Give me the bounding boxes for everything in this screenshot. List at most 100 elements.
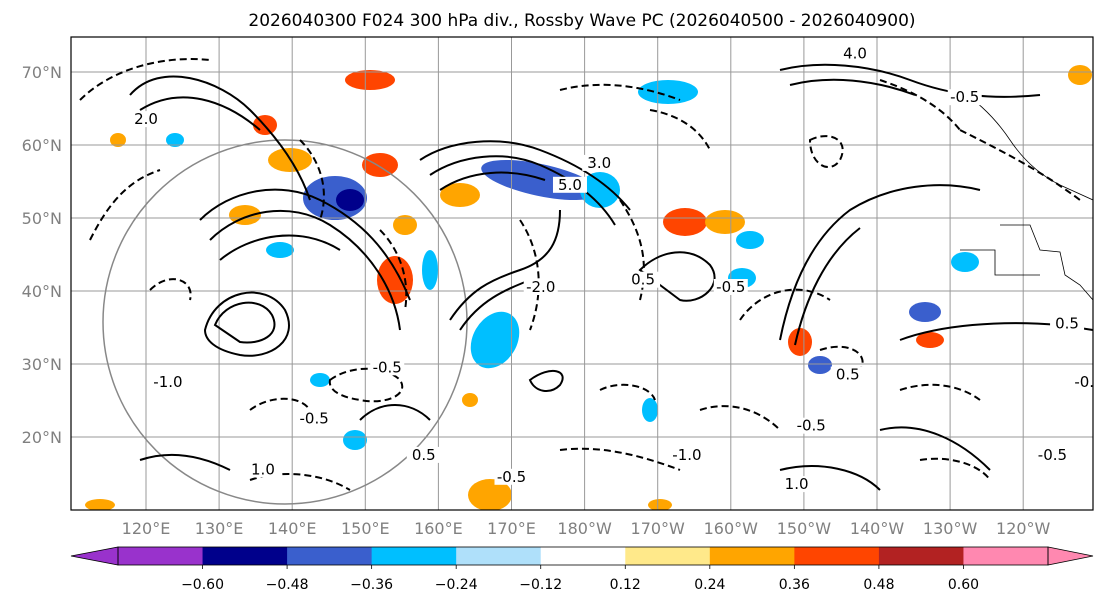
map-title: 2026040300 F024 300 hPa div., Rossby Wav… — [248, 11, 915, 31]
solid-contour — [879, 426, 991, 471]
lat-tick-label: 30°N — [22, 355, 62, 374]
contour-label-bg — [1071, 373, 1093, 390]
positive-div-patch — [705, 210, 745, 234]
contour-label: 0.5 — [631, 271, 655, 289]
colorbar-segment — [794, 547, 880, 565]
contour-label-bg — [150, 373, 185, 390]
colorbar-segment — [287, 547, 373, 565]
positive-div-patch — [1068, 65, 1092, 85]
contour-label-bg — [370, 359, 405, 376]
colorbar-max-extension — [1047, 546, 1094, 566]
colorbar-frame — [117, 546, 1049, 566]
map-layers: -0.5 -0.5 0.5 -0.5 1.0 -1.0 1.0 -0.5 0.5 -0.5 2.0 4… — [10, 37, 1093, 510]
dashed-contour — [739, 288, 831, 321]
dashed-contour — [599, 383, 656, 401]
negative-div-patch — [422, 250, 438, 290]
contour-label: -1.0 — [672, 446, 701, 464]
colorbar-tick-label: −0.48 — [266, 577, 309, 593]
colorbar-segment — [963, 547, 1049, 565]
positive-div-patch — [345, 70, 395, 90]
contour-label: -0.5 — [299, 409, 328, 427]
colorbar-segment — [456, 547, 542, 565]
solid-contour — [794, 227, 861, 346]
negative-div-patch — [736, 231, 764, 249]
contour-label: 2.0 — [134, 110, 158, 128]
contour-label: 1.0 — [785, 475, 809, 493]
solid-contour — [439, 171, 546, 191]
coastline — [960, 249, 1040, 276]
lat-tick-label: 50°N — [22, 209, 62, 228]
colorbar-segment — [878, 547, 964, 565]
lon-tick-label: 120°W — [996, 519, 1051, 538]
contour-label: 0.5 — [1055, 315, 1079, 333]
dashed-contour — [249, 397, 311, 411]
colorbar-segment — [202, 547, 288, 565]
negative-div-patch — [470, 311, 520, 369]
positive-div-patch — [462, 393, 478, 407]
negative-div-patch — [808, 356, 832, 374]
colorbar-tick-label: −0.24 — [435, 577, 478, 593]
contour-label: -0.5 — [950, 88, 979, 106]
solid-contour — [213, 301, 276, 344]
lon-tick-label: 140°W — [850, 519, 905, 538]
solid-contour — [139, 453, 231, 471]
contour-label: -0.5 — [797, 417, 826, 435]
positive-div-patch — [468, 479, 512, 510]
positive-div-patch — [916, 332, 944, 348]
lat-tick-label: 20°N — [22, 428, 62, 447]
dashed-contour — [379, 229, 408, 311]
contour-label-bg — [794, 417, 829, 434]
solid-contour — [528, 370, 564, 392]
solid-contour — [459, 279, 531, 331]
lon-tick-label: 130°E — [195, 519, 244, 538]
solid-contour — [419, 140, 631, 211]
solid-contour — [203, 291, 290, 357]
contour-label-bg — [947, 89, 982, 106]
lon-tick-label: 170°W — [631, 519, 686, 538]
contour-label-bg — [626, 271, 661, 288]
solid-contour — [779, 465, 881, 491]
map-frame — [70, 36, 1094, 511]
solid-contour — [219, 234, 341, 261]
contour-label: 1.0 — [251, 461, 275, 479]
lat-tick-label: 60°N — [22, 136, 62, 155]
contour-label: -2.0 — [526, 278, 555, 296]
contour-label-bg — [71, 249, 76, 266]
solid-contour — [779, 63, 1041, 98]
colorbar-tick-label: 0.48 — [863, 577, 894, 593]
lon-tick-label: 180°W — [557, 519, 612, 538]
solid-contour — [129, 75, 311, 201]
contour-label: -0.5 — [1038, 446, 1067, 464]
longitude-axis: 120°E 130°E 140°E 150°E 160°E 170°E 180°W 170°W… — [122, 519, 1051, 538]
colorbar-tick-label: −0.60 — [181, 577, 224, 593]
dashed-contour — [959, 129, 1081, 201]
contour-label: 0.5 — [10, 190, 34, 208]
contour-label-bg — [245, 461, 280, 478]
positive-div-patch — [663, 208, 707, 236]
contour-label: 0.5 — [836, 366, 860, 384]
colorbar-segment — [540, 547, 626, 565]
colorbar-tick-label: 0.60 — [948, 577, 979, 593]
contour-label-bg — [406, 446, 441, 463]
latitude-axis: 70°N 60°N 50°N 40°N 30°N 20°N — [22, 63, 62, 447]
solid-contour — [359, 404, 431, 421]
contour-labels: -0.5 -0.5 0.5 -0.5 1.0 -1.0 1.0 -0.5 0.5 -0.5 2.0 4… — [10, 44, 1093, 493]
solid-contour — [638, 251, 716, 302]
dashed-contour — [559, 83, 681, 101]
negative-div-patch — [310, 373, 330, 387]
contour-label-bg — [713, 279, 748, 295]
solid-contour — [779, 184, 981, 341]
dashed-contour — [808, 135, 844, 169]
dashed-contours — [79, 58, 1081, 491]
contour-label-bg — [494, 468, 529, 485]
dashed-contour — [519, 219, 540, 331]
contour-label-bg — [523, 279, 558, 295]
positive-div-patch — [377, 256, 413, 304]
contour-label-bg — [669, 446, 704, 463]
negative-div-patch — [638, 80, 698, 104]
negative-div-patch — [951, 252, 979, 272]
contour-label: -0.5 — [716, 278, 745, 296]
negative-div-patch — [642, 398, 658, 422]
contour-label-bg — [779, 476, 814, 493]
